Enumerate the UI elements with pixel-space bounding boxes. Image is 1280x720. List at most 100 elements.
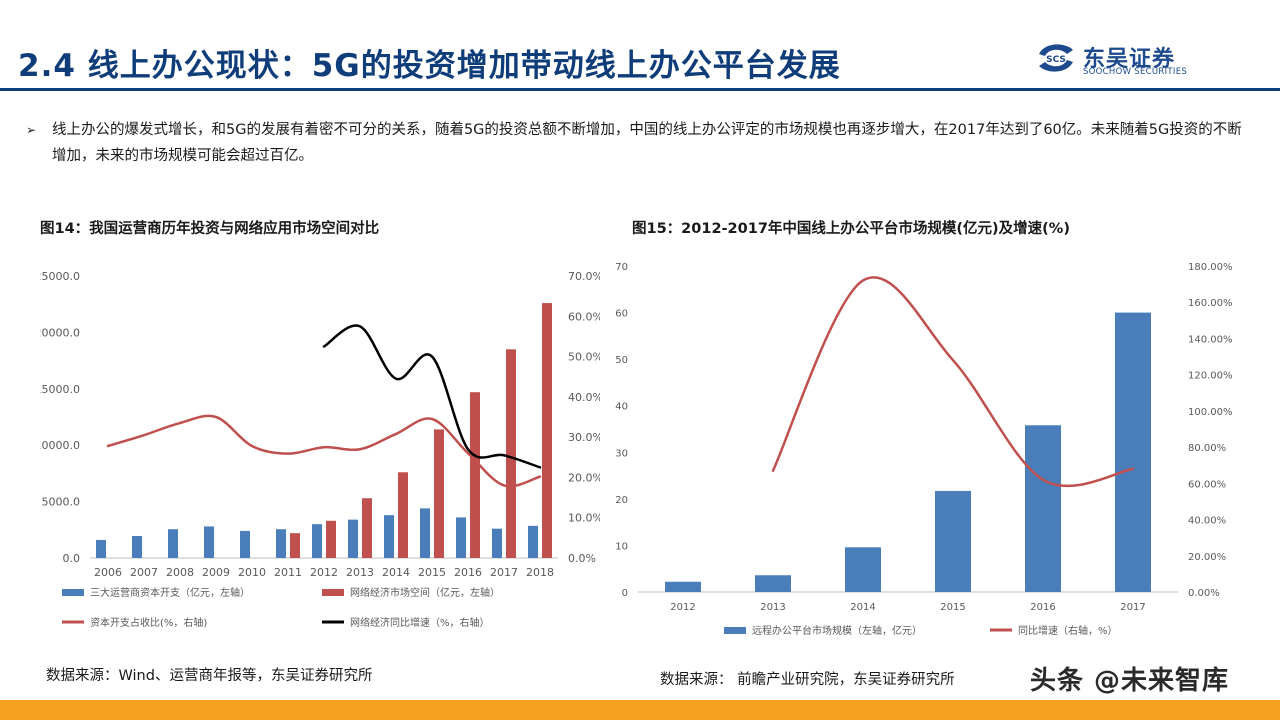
x-tick-label: 2007 <box>130 566 158 579</box>
logo-en-text: SOOCHOW SECURITIES <box>1083 67 1188 77</box>
bar <box>168 529 178 558</box>
y-left-tick-label: 15000.0 <box>40 383 80 396</box>
x-tick-label: 2013 <box>346 566 374 579</box>
y-right-tick-label: 30.0% <box>568 431 600 444</box>
y-left-tick-label: 10 <box>615 541 628 552</box>
watermark-text: 头条 @未来智库 <box>1030 666 1230 696</box>
y-left-tick-label: 0.0 <box>63 552 81 565</box>
x-tick-label: 2014 <box>850 602 875 613</box>
bar <box>204 526 214 558</box>
figure15-source: 数据来源： 前瞻产业研究院，东吴证券研究所 <box>660 672 955 688</box>
legend-swatch <box>62 589 84 596</box>
figure14-chart: 0.0 5000.0 10000.0 15000.0 20000.0 25000.0 0.0… <box>40 270 600 629</box>
bar <box>665 581 701 592</box>
figure15-title: 图15：2012-2017年中国线上办公平台市场规模(亿元)及增速(%) <box>632 221 1070 237</box>
bar <box>276 529 286 558</box>
x-tick-label: 2009 <box>202 566 230 579</box>
x-tick-label: 2011 <box>274 566 302 579</box>
summary-text: 线上办公的爆发式增长，和5G的发展有着密不可分的关系，随着5G的投资总额不断增加… <box>52 122 1242 164</box>
y-right-tick-label: 60.0% <box>568 310 600 323</box>
y-right-tick-label: 80.00% <box>1188 443 1226 454</box>
x-tick-label: 2018 <box>526 566 554 579</box>
legend-label: 网络经济同比增速（%，右轴） <box>350 616 490 629</box>
series-line <box>106 414 542 488</box>
y-left-tick-label: 25000.0 <box>40 270 80 283</box>
bar <box>935 490 971 592</box>
legend-label: 三大运营商资本开支（亿元，左轴） <box>90 586 250 599</box>
bar <box>845 547 881 592</box>
y-right-tick-label: 0.00% <box>1188 588 1220 599</box>
x-tick-label: 2012 <box>670 602 695 613</box>
y-right-tick-label: 70.0% <box>568 270 600 283</box>
y-left-tick-label: 20 <box>615 495 628 506</box>
y-left-tick-label: 60 <box>615 309 628 320</box>
series-line <box>322 324 542 469</box>
figure15-chart: 0 10 20 30 40 50 60 70 0.00% 20.00% 40.00% 60.00% 80… <box>615 262 1233 637</box>
brand-logo: SCS 东吴证券 SOOCHOW SECURITIES <box>1035 40 1235 80</box>
title-bar: 2.4 线上办公现状：5G的投资增加带动线上办公平台发展 SCS 东吴证券 SO… <box>0 0 1280 92</box>
bar <box>542 303 552 558</box>
x-tick-label: 2017 <box>490 566 518 579</box>
x-tick-label: 2012 <box>310 566 338 579</box>
x-tick-label: 2016 <box>1030 602 1055 613</box>
logo-cn-text: 东吴证券 <box>1083 47 1176 72</box>
y-right-tick-label: 0.0% <box>568 552 596 565</box>
y-left-tick-label: 10000.0 <box>40 439 80 452</box>
y-right-tick-label: 140.00% <box>1188 334 1233 345</box>
footer-bar <box>0 700 1280 720</box>
bar <box>434 429 444 558</box>
bar <box>456 517 466 558</box>
legend-swatch <box>724 627 746 634</box>
logo-mark-icon: SCS <box>1039 44 1073 72</box>
bar <box>240 530 250 558</box>
bar <box>755 575 791 592</box>
y-right-tick-label: 40.00% <box>1188 516 1226 527</box>
bar <box>384 515 394 558</box>
figure14-title: 图14：我国运营商历年投资与网络应用市场空间对比 <box>40 221 380 237</box>
legend-label: 资本开支占收比(%，右轴) <box>90 616 207 629</box>
bar <box>420 508 430 558</box>
bar <box>506 349 516 558</box>
bar <box>132 536 142 558</box>
legend-label: 远程办公平台市场规模（左轴，亿元） <box>752 624 922 637</box>
x-tick-label: 2008 <box>166 566 194 579</box>
legend-label: 网络经济市场空间（亿元，左轴） <box>350 586 500 599</box>
arrow-bullet-icon: ➢ <box>26 123 37 137</box>
y-left-tick-label: 70 <box>615 262 628 273</box>
y-left-tick-label: 5000.0 <box>42 496 81 509</box>
y-right-tick-label: 10.0% <box>568 512 600 525</box>
svg-text:SCS: SCS <box>1046 55 1066 65</box>
series-line <box>771 276 1135 488</box>
x-tick-label: 2013 <box>760 602 785 613</box>
summary-bullet: ➢ 线上办公的爆发式增长，和5G的发展有着密不可分的关系，随着5G的投资总额不断… <box>26 117 1256 169</box>
y-right-tick-label: 180.00% <box>1188 262 1233 273</box>
bar <box>96 539 106 558</box>
figure14-source: 数据来源：Wind、运营商年报等，东吴证券研究所 <box>46 668 373 684</box>
legend-swatch <box>322 589 344 596</box>
y-left-tick-label: 40 <box>615 402 628 413</box>
legend-label: 同比增速（右轴，%） <box>1018 624 1118 637</box>
y-right-tick-label: 120.00% <box>1188 371 1233 382</box>
y-right-tick-label: 40.0% <box>568 391 600 404</box>
x-tick-label: 2015 <box>418 566 446 579</box>
y-right-tick-label: 20.00% <box>1188 552 1226 563</box>
bar <box>362 498 372 558</box>
bar <box>290 533 300 558</box>
x-tick-label: 2006 <box>94 566 122 579</box>
page-title: 2.4 线上办公现状：5G的投资增加带动线上办公平台发展 <box>18 48 841 84</box>
x-tick-label: 2010 <box>238 566 266 579</box>
y-right-tick-label: 20.0% <box>568 471 600 484</box>
bar <box>492 528 502 558</box>
x-tick-label: 2014 <box>382 566 410 579</box>
y-right-tick-label: 60.00% <box>1188 479 1226 490</box>
bar <box>1115 312 1151 592</box>
bar <box>470 392 480 558</box>
y-left-tick-label: 0 <box>622 588 628 599</box>
bar <box>1025 425 1061 592</box>
bar <box>312 524 322 558</box>
bar <box>528 525 538 558</box>
x-tick-label: 2017 <box>1120 602 1145 613</box>
x-tick-label: 2015 <box>940 602 965 613</box>
y-left-tick-label: 20000.0 <box>40 326 80 339</box>
y-right-tick-label: 160.00% <box>1188 298 1233 309</box>
